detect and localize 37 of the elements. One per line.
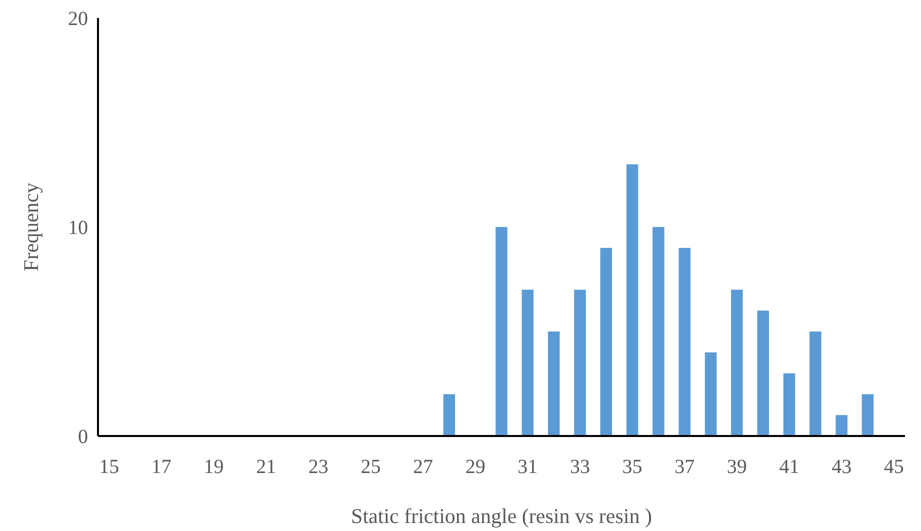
y-tick-label: 10 — [68, 217, 88, 239]
x-tick-label: 45 — [884, 456, 904, 478]
x-tick-label: 15 — [99, 456, 120, 478]
bar — [600, 248, 612, 436]
y-tick-label: 0 — [78, 426, 88, 448]
bar — [704, 352, 717, 436]
x-tick-label: 43 — [832, 456, 852, 478]
y-tick-label: 20 — [68, 8, 88, 30]
x-tick-label: 31 — [518, 456, 538, 478]
x-tick-label: 41 — [779, 456, 800, 478]
bar — [652, 227, 664, 436]
x-tick-label: 25 — [360, 456, 381, 478]
x-tick-label: 21 — [256, 456, 276, 478]
y-axis-title: Frequency — [19, 182, 43, 272]
x-tick-label: 19 — [204, 456, 224, 478]
x-tick-label: 23 — [308, 456, 328, 478]
x-tick-label: 37 — [674, 456, 695, 478]
x-tick-label: 17 — [151, 456, 172, 478]
bar — [626, 164, 638, 436]
bar — [836, 415, 848, 436]
bar — [810, 332, 822, 436]
x-tick-label: 33 — [570, 456, 590, 478]
bar — [783, 373, 796, 436]
bar — [678, 248, 690, 436]
bar — [443, 394, 456, 436]
x-tick-label: 27 — [413, 456, 434, 478]
bar — [574, 290, 586, 436]
bar — [496, 227, 508, 436]
bar — [731, 290, 743, 436]
bar — [548, 332, 560, 436]
x-tick-label: 39 — [726, 456, 747, 478]
x-tick-label: 29 — [465, 456, 486, 478]
bar — [522, 290, 534, 436]
x-tick-label: 35 — [622, 456, 642, 478]
bar — [862, 394, 874, 436]
bar — [757, 310, 769, 436]
x-axis-title: Static friction angle (resin vs resin ) — [351, 504, 652, 528]
